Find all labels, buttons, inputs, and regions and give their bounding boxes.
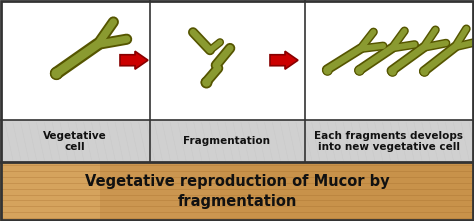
- FancyArrow shape: [120, 51, 148, 69]
- Bar: [0, 0, 474, 120]
- Bar: [0, 162, 474, 221]
- Text: Fragmentation: Fragmentation: [183, 136, 271, 147]
- Bar: [0, 162, 100, 221]
- Text: Vegetative reproduction of Mucor by
fragmentation: Vegetative reproduction of Mucor by frag…: [85, 174, 389, 210]
- Bar: [100, 162, 220, 221]
- Bar: [0, 120, 474, 162]
- Text: Vegetative
cell: Vegetative cell: [43, 131, 107, 152]
- Text: Each fragments develops
into new vegetative cell: Each fragments develops into new vegetat…: [315, 131, 464, 152]
- FancyArrow shape: [270, 51, 298, 69]
